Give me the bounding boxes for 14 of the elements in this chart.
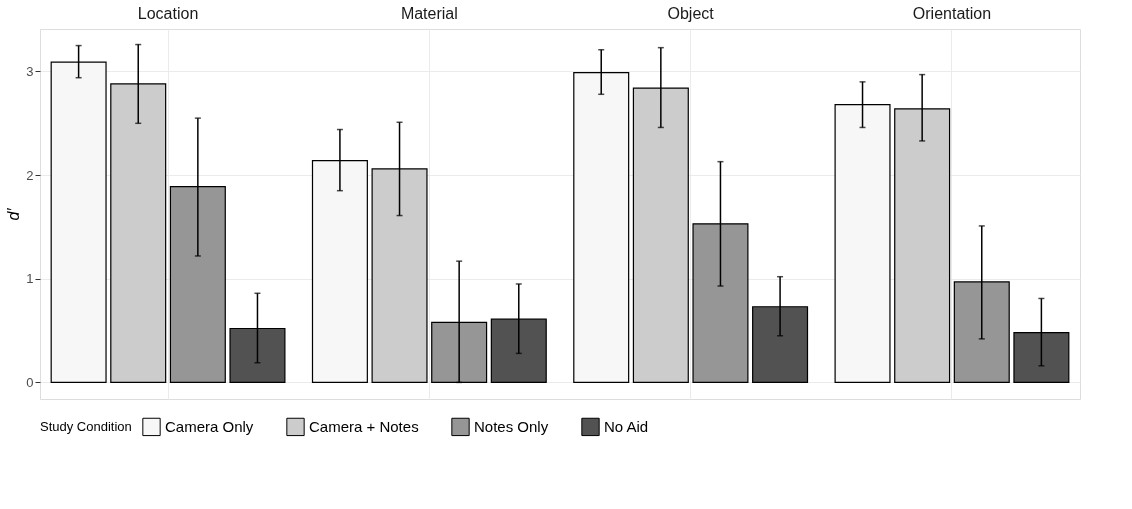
y-tick-label: 3 xyxy=(26,63,34,79)
legend-label: Camera + Notes xyxy=(309,417,419,435)
x-tick-label: Orientation xyxy=(912,4,992,22)
x-tick-label: Object xyxy=(667,4,715,22)
y-tick-label: 0 xyxy=(26,374,34,390)
y-tick-label: 2 xyxy=(26,167,34,183)
legend-label: Camera Only xyxy=(165,417,254,435)
legend-label: Notes Only xyxy=(474,417,549,435)
y-axis-title: d′ xyxy=(5,207,23,221)
legend-label: No Aid xyxy=(604,417,649,435)
legend-title: Study Condition xyxy=(40,419,132,434)
x-tick-label: Material xyxy=(400,4,458,22)
x-tick-label: Location xyxy=(137,4,199,22)
y-tick-label: 1 xyxy=(26,271,34,287)
